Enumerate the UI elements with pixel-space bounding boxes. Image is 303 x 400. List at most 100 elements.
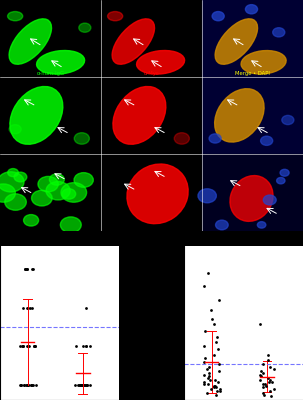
Point [211, 384, 216, 390]
Ellipse shape [174, 133, 189, 144]
Point [84, 304, 88, 311]
Point [20, 304, 25, 311]
Ellipse shape [263, 195, 276, 205]
Ellipse shape [112, 19, 155, 64]
Point [80, 382, 85, 388]
Point [21, 343, 25, 349]
Ellipse shape [8, 168, 18, 177]
Title: p<0.01: p<0.01 [63, 236, 91, 245]
Point [217, 297, 222, 304]
Ellipse shape [24, 214, 38, 226]
Point [83, 382, 88, 388]
Ellipse shape [14, 172, 27, 182]
Point [32, 343, 37, 349]
Point [26, 382, 31, 388]
Point [207, 370, 212, 376]
Title: p<0.05: p<0.05 [247, 236, 275, 245]
Point [72, 382, 77, 388]
Bar [202, 77, 303, 154]
Ellipse shape [5, 194, 26, 210]
Point [22, 382, 27, 388]
Point [212, 321, 217, 327]
Point [28, 382, 33, 388]
Point [259, 373, 264, 380]
Point [81, 382, 86, 388]
Point [205, 270, 210, 276]
Point [207, 373, 212, 380]
Point [33, 382, 38, 388]
Point [87, 382, 92, 388]
Point [25, 304, 29, 311]
Point [75, 382, 80, 388]
Ellipse shape [257, 222, 266, 228]
Ellipse shape [74, 133, 89, 144]
Point [261, 370, 265, 376]
Ellipse shape [8, 12, 23, 21]
Point [30, 382, 35, 388]
Ellipse shape [38, 176, 58, 192]
Point [201, 372, 206, 378]
Point [202, 355, 207, 362]
Point [261, 380, 265, 387]
Point [77, 382, 82, 388]
Point [28, 304, 33, 311]
Point [21, 343, 25, 349]
Point [84, 343, 88, 349]
Point [215, 346, 220, 352]
Ellipse shape [60, 217, 81, 233]
Point [25, 382, 30, 388]
Ellipse shape [32, 190, 52, 206]
Point [268, 377, 273, 383]
Ellipse shape [61, 183, 87, 202]
Point [215, 379, 220, 385]
Point [271, 386, 276, 392]
Point [266, 379, 271, 385]
Ellipse shape [113, 86, 166, 144]
Text: α-Myc: α-Myc [144, 71, 159, 76]
Point [23, 266, 28, 272]
Point [78, 382, 83, 388]
Point [214, 384, 219, 390]
Ellipse shape [282, 115, 294, 125]
Bar [202, 0, 303, 77]
Point [30, 266, 35, 272]
Point [29, 304, 34, 311]
Point [24, 382, 29, 388]
Point [272, 366, 277, 372]
Point [79, 382, 84, 388]
Point [22, 382, 26, 388]
Ellipse shape [137, 50, 185, 74]
Point [79, 382, 84, 388]
Point [31, 266, 36, 272]
Point [205, 390, 210, 396]
Point [216, 361, 221, 367]
Y-axis label: O.D. / S.I.: O.D. / S.I. [162, 308, 168, 338]
Point [25, 304, 30, 311]
Point [206, 380, 211, 387]
Ellipse shape [277, 178, 285, 184]
Point [215, 388, 220, 394]
Point [215, 334, 219, 340]
Point [213, 382, 218, 389]
Point [23, 266, 28, 272]
Ellipse shape [37, 50, 85, 74]
Point [258, 377, 262, 383]
Point [214, 339, 218, 345]
Ellipse shape [245, 5, 258, 14]
Point [201, 359, 206, 365]
Ellipse shape [209, 134, 221, 143]
Point [18, 382, 23, 388]
Point [201, 283, 206, 289]
Point [217, 368, 222, 374]
Point [201, 342, 206, 349]
Point [263, 380, 268, 387]
Point [260, 384, 265, 390]
Point [202, 328, 207, 334]
Point [208, 386, 213, 392]
Text: E: E [175, 230, 181, 240]
Point [266, 352, 271, 358]
Point [79, 382, 84, 388]
Point [32, 343, 37, 349]
Point [84, 343, 89, 349]
Ellipse shape [215, 89, 264, 142]
